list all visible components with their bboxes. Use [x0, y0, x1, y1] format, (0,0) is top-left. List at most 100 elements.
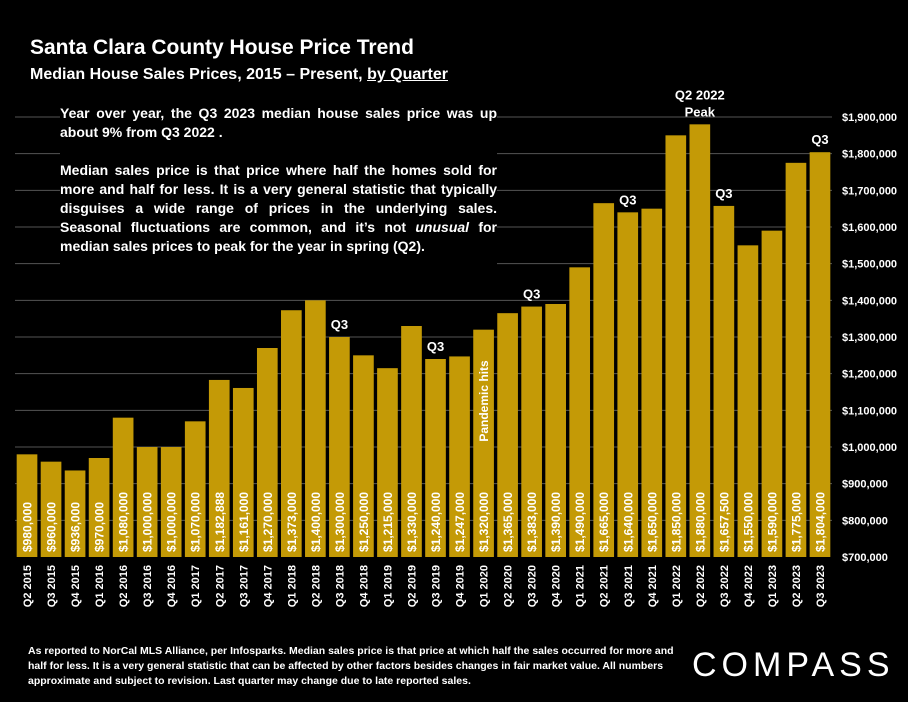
y-tick-label: $700,000 — [842, 552, 888, 564]
bar — [737, 245, 759, 558]
bar — [449, 356, 470, 557]
bar — [256, 348, 278, 557]
bar — [665, 135, 687, 558]
x-tick-label: Q1 2023 — [767, 565, 779, 607]
bar — [713, 205, 735, 557]
bar-value-label: $1,880,000 — [693, 492, 707, 552]
bar-value-label: $1,650,000 — [645, 492, 659, 552]
bar — [16, 454, 38, 557]
x-tick-label: Q4 2020 — [551, 565, 563, 607]
subtitle-text: Median House Sales Prices, 2015 – Presen… — [30, 66, 368, 83]
bar-value-label: $1,080,000 — [117, 492, 131, 552]
commentary-box: Year over year, the Q3 2023 median house… — [60, 104, 497, 275]
bar-value-label: $1,400,000 — [309, 492, 323, 552]
bar-value-label: $1,490,000 — [573, 492, 587, 552]
subtitle-link[interactable]: by Quarter — [367, 66, 448, 83]
bar — [88, 458, 110, 557]
bar-value-label: $970,000 — [93, 502, 107, 552]
commentary-yoy: Year over year, the Q3 2023 median house… — [60, 105, 497, 140]
x-tick-label: Q4 2015 — [70, 565, 82, 607]
x-tick-label: Q1 2021 — [575, 565, 587, 607]
bar — [521, 306, 542, 557]
bar-value-label: $1,000,000 — [141, 492, 155, 552]
commentary-definition: Median sales price is that price where h… — [60, 161, 497, 256]
bar-value-label: $1,365,000 — [501, 492, 515, 552]
x-tick-label: Q2 2023 — [791, 565, 803, 607]
bar — [593, 203, 615, 557]
y-tick-label: $800,000 — [842, 515, 888, 527]
x-tick-label: Q3 2015 — [46, 565, 58, 607]
x-tick-label: Q3 2023 — [815, 565, 827, 607]
bar-value-label: $1,390,000 — [549, 492, 563, 552]
bar — [545, 304, 566, 557]
x-tick-label: Q1 2017 — [190, 565, 202, 607]
x-tick-label: Q2 2018 — [310, 565, 322, 607]
commentary-text-b: for median sales prices to peak for the … — [60, 219, 497, 254]
x-tick-label: Q2 2017 — [214, 565, 226, 607]
x-tick-label: Q3 2018 — [334, 565, 346, 607]
bar-annotation: Q3 — [619, 192, 636, 207]
bar — [497, 313, 518, 557]
y-tick-label: $1,100,000 — [842, 405, 897, 417]
bar-annotation: Q3 — [715, 186, 732, 201]
bar — [184, 421, 206, 557]
commentary-emphasis: unusual — [415, 219, 470, 235]
bar — [809, 152, 831, 557]
chart-subtitle: Median House Sales Prices, 2015 – Presen… — [30, 66, 448, 84]
bar — [641, 208, 663, 557]
bar — [425, 359, 446, 557]
bar-annotation: Q2 2022 — [675, 87, 725, 102]
bar-value-label: $980,000 — [21, 502, 35, 552]
bar — [40, 461, 62, 557]
bar — [64, 470, 86, 557]
bar-value-label: $1,247,000 — [453, 492, 467, 552]
bar-annotation: Q3 — [427, 339, 444, 354]
x-tick-label: Q2 2016 — [118, 565, 130, 607]
bar — [208, 379, 230, 557]
chart-title: Santa Clara County House Price Trend — [30, 36, 414, 59]
x-tick-label: Q4 2019 — [455, 565, 467, 607]
bar-annotation: Q3 — [331, 317, 348, 332]
x-tick-label: Q4 2016 — [166, 565, 178, 607]
bar — [377, 368, 398, 557]
y-tick-label: $1,700,000 — [842, 185, 897, 197]
y-tick-label: $1,900,000 — [842, 112, 897, 124]
x-tick-label: Q1 2018 — [286, 565, 298, 607]
bar — [473, 329, 494, 557]
x-tick-label: Q3 2021 — [623, 565, 635, 607]
commentary-text-a: Median sales price is that price where h… — [60, 162, 497, 235]
bar — [112, 417, 134, 557]
x-axis-ticks: Q2 2015 Q3 2015 Q4 2015 Q1 2016 Q2 2016 Q3 20… — [22, 565, 827, 607]
bar-value-label: $1,161,000 — [237, 492, 251, 552]
x-tick-label: Q2 2021 — [599, 565, 611, 607]
bar-value-label: $1,330,000 — [405, 492, 419, 552]
footnote: As reported to NorCal MLS Alliance, per … — [28, 645, 674, 687]
y-axis-ticks: $700,000 $800,000 $900,000 $1,000,000 $1,100… — [842, 112, 897, 564]
bar — [761, 230, 783, 557]
x-tick-label: Q2 2020 — [503, 565, 515, 607]
bar — [232, 387, 254, 557]
y-tick-label: $1,300,000 — [842, 332, 897, 344]
x-tick-label: Q4 2022 — [743, 565, 755, 607]
bar-annotation: Q3 — [523, 287, 540, 302]
bar-value-label: $1,215,000 — [381, 492, 395, 552]
bar-value-label: $1,000,000 — [165, 492, 179, 552]
x-tick-label: Q1 2020 — [479, 565, 491, 607]
bar-value-label: $1,775,000 — [789, 492, 803, 552]
y-tick-label: $1,200,000 — [842, 369, 897, 381]
bar-value-label: $1,070,000 — [189, 492, 203, 552]
bar — [160, 447, 182, 557]
bar-annotation: Q3 — [811, 132, 828, 147]
bar — [353, 355, 374, 557]
bar — [329, 337, 350, 557]
bar-value-label: $936,000 — [69, 502, 83, 552]
x-tick-label: Q3 2020 — [527, 565, 539, 607]
bar-annotation: Peak — [685, 104, 716, 119]
bar-value-label: $1,240,000 — [429, 492, 443, 552]
bar-value-label: $1,550,000 — [741, 492, 755, 552]
bar — [401, 326, 422, 557]
x-tick-label: Q2 2019 — [406, 565, 418, 607]
x-tick-label: Q1 2022 — [671, 565, 683, 607]
bar-value-label: $1,182,888 — [213, 492, 227, 552]
